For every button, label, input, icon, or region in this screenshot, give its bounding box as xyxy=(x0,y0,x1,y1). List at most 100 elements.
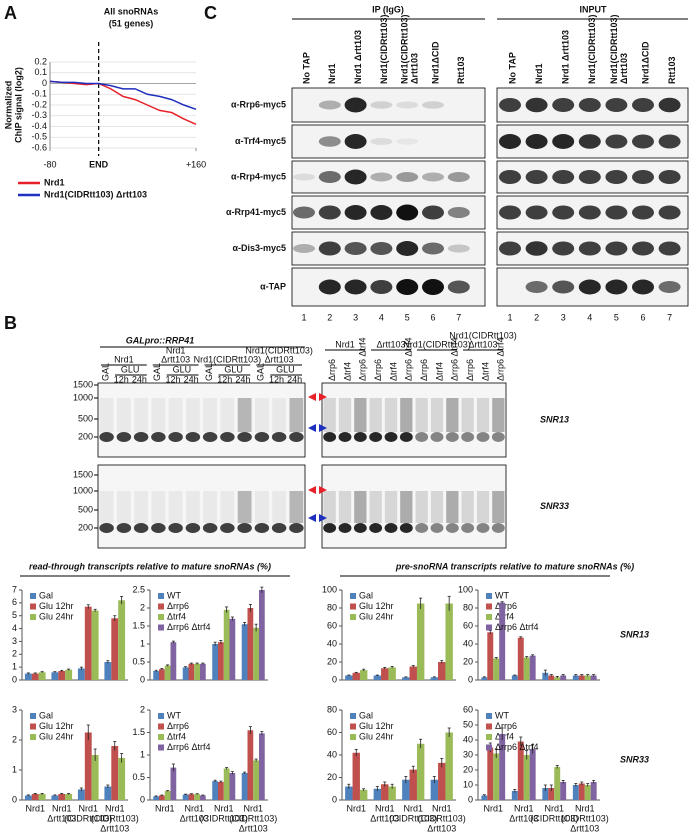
legend-swatch xyxy=(158,744,164,751)
error-bar xyxy=(160,668,164,670)
legend-swatch xyxy=(486,713,492,719)
x-tick-label: (CIDRtt103) xyxy=(200,813,248,823)
error-bar xyxy=(411,765,415,773)
y-tick-label: 3 xyxy=(12,636,17,646)
arrow xyxy=(319,486,327,494)
bar xyxy=(554,677,561,680)
gel-band xyxy=(415,432,429,442)
blot-band xyxy=(370,242,393,255)
y-tick-label: 6 xyxy=(12,597,17,607)
lane-label: GAL xyxy=(100,363,110,381)
blot-band xyxy=(344,279,367,295)
bar xyxy=(438,662,446,680)
bar xyxy=(499,602,506,680)
bar xyxy=(352,752,360,800)
error-bar xyxy=(580,781,584,785)
lane-label: Nrd1ΔCID xyxy=(640,41,650,84)
error-bar xyxy=(586,783,590,787)
bar xyxy=(548,788,555,800)
group-label: Δrtt103 xyxy=(265,354,294,364)
bar xyxy=(182,794,189,800)
y-tick-label: -0.2 xyxy=(31,99,47,109)
blot-band xyxy=(318,136,341,147)
legend-label: Δrrp6 xyxy=(167,601,189,611)
row-label: α-Rrp6-myc5 xyxy=(231,99,286,109)
bar xyxy=(481,677,488,680)
error-bar xyxy=(549,784,553,791)
error-bar xyxy=(432,775,436,784)
gel-band xyxy=(289,523,304,533)
legend-label: Δrrp6 Δtrf4 xyxy=(167,742,211,752)
gel-smear xyxy=(384,398,398,432)
blot-band xyxy=(658,134,681,149)
y-tick-label: 60 xyxy=(463,620,473,630)
gel-smear xyxy=(446,491,459,523)
bar xyxy=(560,782,567,800)
blot-band xyxy=(344,97,367,113)
blot-band xyxy=(605,279,628,295)
lane-label: Δtrf4 xyxy=(480,362,490,381)
lane-label: Δrrp6 Δtrf4 xyxy=(404,337,414,381)
y-tick-label: 80 xyxy=(463,602,473,612)
bar xyxy=(352,672,360,680)
error-bar xyxy=(447,727,451,737)
error-bar xyxy=(120,753,124,763)
bar xyxy=(104,786,112,800)
blot-band xyxy=(447,244,470,253)
bar xyxy=(554,767,561,800)
blot-band xyxy=(293,173,315,181)
gel-band xyxy=(445,523,459,533)
row-label: SNR33 xyxy=(620,754,649,764)
x-tick-label: Δrtt103 xyxy=(370,813,399,823)
error-bar xyxy=(254,623,258,632)
y-axis-label: Normalized xyxy=(3,81,13,130)
gel-smear xyxy=(168,491,183,523)
x-tick-label: Nrd1 xyxy=(155,803,175,813)
y-tick-label: 2 xyxy=(140,704,145,714)
legend-label: Gal xyxy=(359,590,373,600)
y-tick-label: 2.5 xyxy=(132,584,145,594)
legend-label: Gal xyxy=(39,710,53,720)
y-tick-label: 60 xyxy=(327,727,337,737)
bar xyxy=(259,733,265,800)
bar xyxy=(58,794,66,800)
lane-label: GLU xyxy=(121,364,140,374)
lane-number: 7 xyxy=(456,312,461,322)
error-bar xyxy=(86,604,90,609)
group-label: Nrd1 xyxy=(114,354,134,364)
legend-label: Glu 12hr xyxy=(359,601,394,611)
legend-swatch xyxy=(350,723,356,730)
lane-label: Δrrp6 xyxy=(465,359,475,381)
lane-label: Nrd1 Δrtt103 xyxy=(561,30,571,84)
gel-smear xyxy=(220,398,235,432)
x-tick-label: Δrtt103 xyxy=(180,813,209,823)
error-bar xyxy=(354,748,358,757)
gel-band xyxy=(133,523,149,533)
error-bar xyxy=(383,667,387,670)
blot-band xyxy=(632,98,654,112)
gel-smear xyxy=(323,491,336,523)
blot-band xyxy=(552,134,575,149)
bar xyxy=(158,669,165,680)
y-tick-label: -0.3 xyxy=(31,110,47,120)
bar xyxy=(590,782,597,800)
error-bar xyxy=(362,788,366,791)
header: IP (IgG) xyxy=(372,4,404,14)
group-label: Nrd1 xyxy=(166,345,186,355)
gel-band xyxy=(116,523,132,533)
gel-smear xyxy=(400,398,413,432)
bar xyxy=(200,795,206,800)
gel xyxy=(321,382,507,458)
row-label: α-Rrp4-myc5 xyxy=(231,171,286,181)
gene-label: SNR33 xyxy=(540,501,569,511)
row-label: α-Dis3-myc5 xyxy=(232,243,286,253)
blot-band xyxy=(525,205,548,220)
x-tick-label: Δrtt103 xyxy=(239,823,268,833)
bar xyxy=(182,667,189,680)
blot-band xyxy=(525,97,548,113)
row-label: α-Rrp41-myc5 xyxy=(226,207,286,217)
gel-band xyxy=(415,523,429,533)
bar xyxy=(381,784,389,800)
error-bar xyxy=(549,674,553,677)
bar xyxy=(529,749,536,800)
